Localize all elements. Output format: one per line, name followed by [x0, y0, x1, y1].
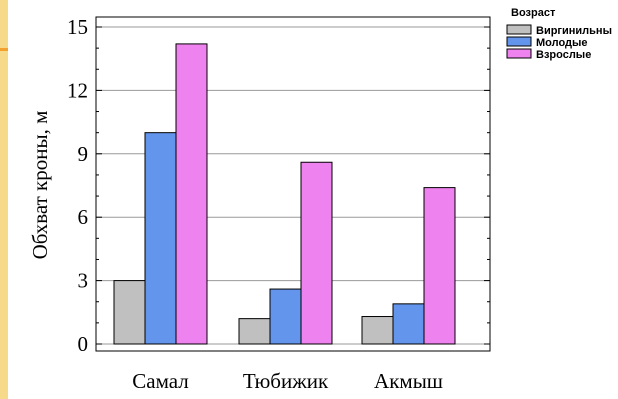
x-tick-label: Тюбижик [243, 369, 329, 393]
bar [423, 187, 456, 345]
x-tick-label: Самал [132, 369, 188, 393]
bar [175, 43, 208, 345]
y-tick-label: 0 [78, 332, 89, 356]
legend-label: Виргинильны [536, 25, 612, 37]
y-tick-label: 6 [78, 205, 89, 229]
bars [113, 43, 456, 345]
plot-frame [95, 16, 491, 352]
bar [392, 303, 425, 345]
legend-swatch [506, 36, 532, 47]
y-tick-label: 9 [78, 142, 89, 166]
y-tick-label: 15 [67, 15, 88, 39]
bar [361, 316, 394, 345]
legend-swatch [506, 24, 532, 35]
legend-title: Возраст [511, 7, 556, 19]
y-tick-label: 12 [67, 78, 88, 102]
legend-label: Молодые [536, 37, 588, 49]
bar [269, 288, 302, 345]
bar [144, 132, 177, 345]
legend-swatch [506, 48, 532, 59]
axis-ticks: 0 3 6 9 12 15 Самал Тюбижик Акмыш [67, 15, 490, 393]
y-axis-title: Обхват кроны, м [28, 111, 52, 260]
bar [300, 161, 333, 345]
bar [113, 280, 146, 345]
y-tick-label: 3 [78, 269, 89, 293]
legend-label: Взрослые [536, 49, 591, 61]
bar [238, 318, 271, 345]
x-tick-label: Акмыш [374, 369, 443, 393]
